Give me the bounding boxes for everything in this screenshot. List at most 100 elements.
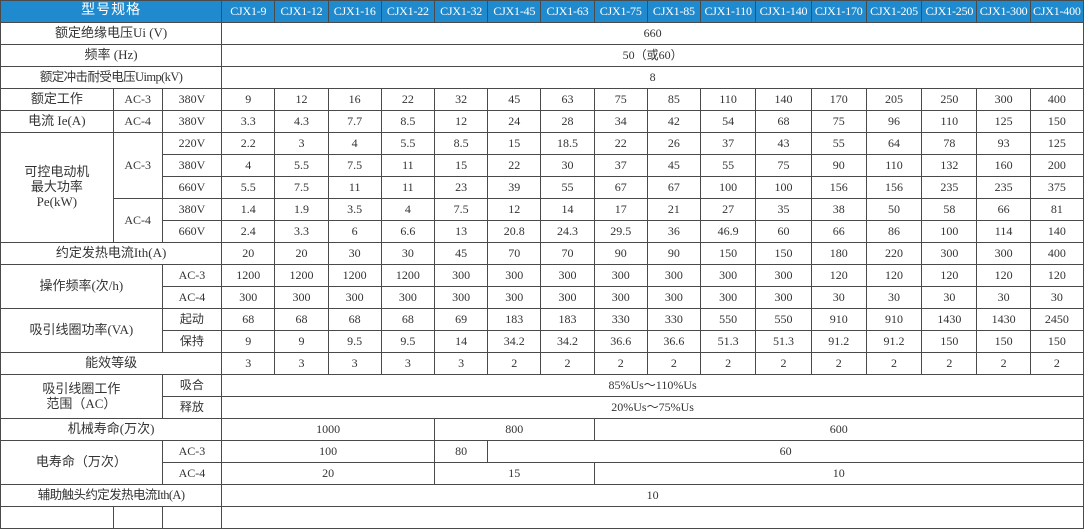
model-header-14: CJX1-300 [976, 0, 1031, 23]
coil-power-pickup-8: 330 [646, 308, 702, 331]
motor-power-ac4-380-8: 21 [646, 198, 702, 221]
coil-power-hold-4: 14 [433, 330, 489, 353]
efficiency-grade-15: 2 [1029, 352, 1084, 375]
rated-current-ac4-7: 34 [593, 110, 648, 133]
rated-current-ac3-0: 9 [221, 88, 276, 111]
motor-power-ac3-660-8: 67 [646, 176, 702, 199]
motor-power-ac3-380-2: 7.5 [327, 154, 382, 177]
operating-frequency-ac3-8: 300 [646, 264, 702, 287]
label-electrical-life: 电寿命（万次） [0, 440, 163, 485]
coil-power-pickup-2: 68 [327, 308, 382, 331]
efficiency-grade-4: 3 [433, 352, 489, 375]
motor-power-ac3-660-12: 156 [865, 176, 923, 199]
efficiency-grade-1: 3 [274, 352, 329, 375]
coil-working-range-pickup-type: 吸合 [161, 374, 223, 397]
coil-power-pickup-14: 1430 [976, 308, 1031, 331]
motor-power-ac3-380-11: 90 [810, 154, 867, 177]
coil-power-hold-15: 150 [1029, 330, 1084, 353]
electrical-life-ac4-segment-1: 15 [433, 462, 595, 485]
row-frequency: 频率 (Hz) 50（或60） [0, 44, 1084, 67]
coil-working-range-pickup-value: 85%Us～110%Us [221, 374, 1084, 397]
thermal-current-6: 70 [540, 242, 595, 265]
model-header-11: CJX1-170 [810, 0, 867, 23]
motor-power-ac4-660-6: 24.3 [540, 220, 595, 243]
model-header-0: CJX1-9 [221, 0, 276, 23]
operating-frequency-ac3-2: 1200 [327, 264, 382, 287]
thermal-current-3: 30 [380, 242, 435, 265]
motor-power-ac4-660-13: 100 [921, 220, 978, 243]
coil-power-pickup-6: 183 [540, 308, 595, 331]
coil-power-hold-6: 34.2 [540, 330, 595, 353]
motor-power-ac4-380-14: 66 [976, 198, 1031, 221]
motor-power-ac3-220-11: 55 [810, 132, 867, 155]
row-coil-working-range-pickup: 吸引线圈工作 范围（AC） 吸合 85%Us～110%Us [0, 374, 1084, 419]
coil-power-pickup-15: 2450 [1029, 308, 1084, 331]
operating-frequency-ac3-11: 120 [810, 264, 867, 287]
motor-power-ac3-380-voltage: 380V [161, 154, 223, 177]
rated-current-ac4-11: 75 [810, 110, 867, 133]
coil-power-pickup-1: 68 [274, 308, 329, 331]
label-rated-current-line2: 电流 Ie(A) [0, 110, 114, 133]
coil-power-pickup-0: 68 [221, 308, 276, 331]
motor-power-ac3-380-9: 55 [699, 154, 757, 177]
motor-power-ac4-660-5: 20.8 [487, 220, 542, 243]
coil-power-hold-13: 150 [921, 330, 978, 353]
coil-power-pickup-9: 550 [699, 308, 757, 331]
label-coil-working-range: 吸引线圈工作 范围（AC） [0, 374, 163, 419]
operating-frequency-ac4-10: 300 [755, 286, 812, 309]
motor-power-ac4-660-3: 6.6 [380, 220, 435, 243]
rated-current-ac3-12: 205 [865, 88, 923, 111]
operating-frequency-ac3-13: 120 [921, 264, 978, 287]
motor-power-ac3-220-voltage: 220V [161, 132, 223, 155]
row-motor-power-ac4-380: AC-4 380V 1.4 1.9 3.5 4 7.5 12 14 17 21 … [1, 198, 1084, 243]
label-coil-power: 吸引线圈功率(VA) [0, 308, 163, 353]
row-motor-power-ac3-220: 可控电动机 最大功率 Pe(kW) AC-3 220V 2.2 3 4 5.5 … [0, 132, 1084, 243]
motor-power-ac4-660-7: 29.5 [593, 220, 648, 243]
model-header-12: CJX1-205 [865, 0, 923, 23]
motor-power-ac3-220-9: 37 [699, 132, 757, 155]
rated-current-ac3-6: 63 [540, 88, 595, 111]
operating-frequency-ac4-9: 300 [699, 286, 757, 309]
motor-power-ac4-660-9: 46.9 [699, 220, 757, 243]
operating-frequency-ac3-15: 120 [1029, 264, 1084, 287]
efficiency-grade-5: 2 [487, 352, 542, 375]
row-coil-power-hold: 保持 9 9 9.5 9.5 14 34.2 34.2 36.6 36.6 51… [1, 330, 1084, 353]
motor-power-ac3-660-13: 235 [921, 176, 978, 199]
motor-power-ac3-380-6: 30 [540, 154, 595, 177]
coil-power-hold-0: 9 [221, 330, 276, 353]
motor-power-ac4-380-15: 81 [1029, 198, 1084, 221]
motor-power-ac3-220-8: 26 [646, 132, 702, 155]
electrical-life-ac3-type: AC-3 [161, 440, 223, 463]
thermal-current-14: 300 [976, 242, 1031, 265]
rated-current-ac3-3: 22 [380, 88, 435, 111]
efficiency-grade-7: 2 [593, 352, 648, 375]
motor-power-ac3-220-0: 2.2 [221, 132, 276, 155]
coil-power-hold-3: 9.5 [380, 330, 435, 353]
operating-frequency-ac4-14: 30 [976, 286, 1031, 309]
coil-power-pickup-4: 69 [433, 308, 489, 331]
coil-power-hold-9: 51.3 [699, 330, 757, 353]
operating-frequency-ac3-14: 120 [976, 264, 1031, 287]
motor-power-ac4-380-voltage: 380V [161, 198, 223, 221]
motor-power-ac4-380-7: 17 [593, 198, 648, 221]
motor-power-ac4-660-1: 3.3 [274, 220, 329, 243]
motor-power-ac3-660-11: 156 [810, 176, 867, 199]
coil-working-range-release-value: 20%Us～75%Us [221, 396, 1084, 419]
motor-power-ac3-380-3: 11 [380, 154, 435, 177]
coil-power-pickup-type: 起动 [161, 308, 223, 331]
motor-power-ac3-220-2: 4 [327, 132, 382, 155]
motor-power-ac3-380-13: 132 [921, 154, 978, 177]
motor-power-ac4-380-13: 58 [921, 198, 978, 221]
motor-power-ac3-660-1: 7.5 [274, 176, 329, 199]
label-operating-frequency: 操作频率(次/h) [0, 264, 163, 309]
model-header-7: CJX1-75 [593, 0, 648, 23]
motor-power-ac3-220-12: 64 [865, 132, 923, 155]
thermal-current-1: 20 [274, 242, 329, 265]
electrical-life-ac3-segment-1: 80 [433, 440, 489, 463]
operating-frequency-ac4-12: 30 [865, 286, 923, 309]
motor-power-ac3-660-7: 67 [593, 176, 648, 199]
efficiency-grade-14: 2 [976, 352, 1031, 375]
operating-frequency-ac4-15: 30 [1029, 286, 1084, 309]
thermal-current-11: 180 [810, 242, 867, 265]
thermal-current-12: 220 [865, 242, 923, 265]
